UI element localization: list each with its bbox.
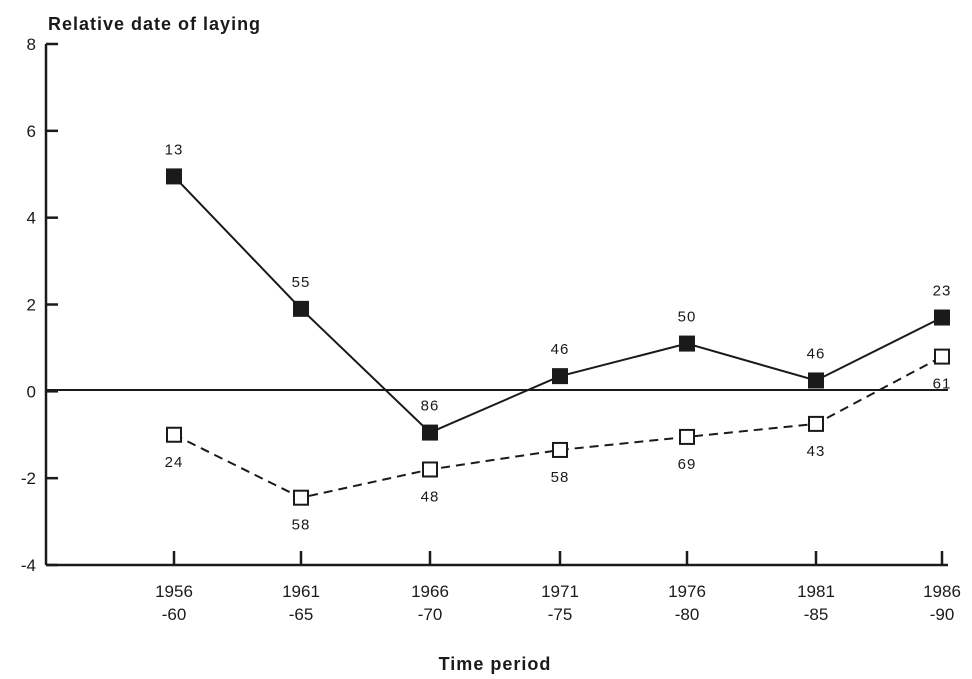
series-2-data-label: 43 [807, 443, 826, 460]
y-tick-label: -2 [21, 469, 36, 488]
series-1-point [808, 372, 824, 389]
series-1-data-label: 55 [292, 274, 311, 291]
series-1-point [679, 335, 695, 352]
series-2-data-label: 48 [421, 488, 440, 505]
series-1-data-label: 13 [165, 141, 184, 158]
series-2-point [166, 426, 182, 443]
y-tick-label: -4 [21, 556, 36, 575]
series-1-data-label: 46 [807, 345, 826, 362]
series-1-line [173, 175, 943, 434]
series-2-point [293, 489, 309, 506]
series-1-data-label: 46 [551, 341, 570, 358]
x-tick-label: 1986 [923, 582, 961, 601]
series-2-data-label: 24 [165, 454, 184, 471]
series-1-data-label: 23 [933, 283, 952, 300]
x-tick-label-range: -90 [930, 605, 955, 624]
x-tick-label-range: -75 [548, 605, 573, 624]
x-tick-label-range: -80 [675, 605, 700, 624]
y-tick-label: 6 [27, 122, 36, 141]
series-2-data-label: 58 [292, 517, 311, 534]
series-2-point [679, 428, 695, 445]
x-tick-label-range: -70 [418, 605, 443, 624]
y-tick-label: 2 [27, 296, 36, 315]
x-tick-label: 1971 [541, 582, 579, 601]
series-1-point [422, 424, 438, 441]
x-tick-label: 1961 [282, 582, 320, 601]
x-tick-label: 1976 [668, 582, 706, 601]
x-axis-title: Time period [439, 654, 552, 674]
y-axis-title: Relative date of laying [48, 14, 261, 34]
series-2-point [552, 441, 568, 458]
series-1-point [934, 309, 950, 326]
x-tick-label-range: -85 [804, 605, 829, 624]
series-1-point [166, 168, 182, 185]
x-tick-label: 1981 [797, 582, 835, 601]
series-2-data-label: 61 [933, 376, 952, 393]
y-tick-label: 8 [27, 35, 36, 54]
x-tick-label-range: -60 [162, 605, 187, 624]
x-tick-label: 1956 [155, 582, 193, 601]
series-1-point [552, 368, 568, 385]
series-2-data-label: 58 [551, 469, 570, 486]
y-tick-label: 0 [27, 382, 36, 401]
series-2-point [422, 461, 438, 478]
series-2-point [934, 348, 950, 365]
series-2-point [808, 415, 824, 432]
series-1-point [293, 300, 309, 317]
series-1-data-label: 86 [421, 398, 440, 415]
series-1-data-label: 50 [678, 309, 697, 326]
x-tick-label-range: -65 [289, 605, 314, 624]
x-tick-label: 1966 [411, 582, 449, 601]
y-tick-label: 4 [27, 209, 36, 228]
series-2-data-label: 69 [678, 456, 697, 473]
